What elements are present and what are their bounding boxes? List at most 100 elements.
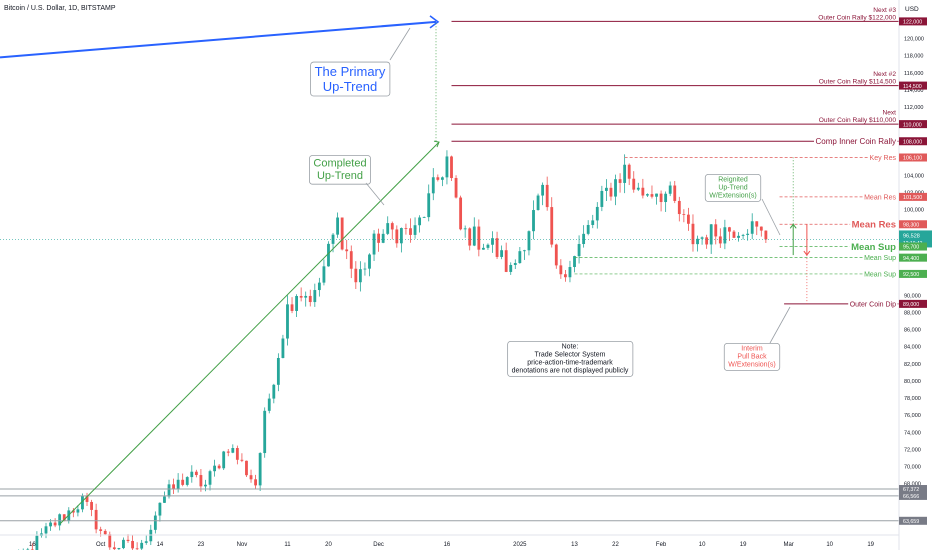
candle bbox=[454, 178, 458, 198]
candle bbox=[741, 234, 745, 236]
candle bbox=[677, 200, 681, 215]
level-badge-grey3 bbox=[899, 516, 927, 525]
price-tick-label: 116,000 bbox=[904, 71, 923, 77]
candle bbox=[263, 410, 267, 454]
candle bbox=[295, 296, 299, 311]
completed-trend-arrow-icon bbox=[433, 140, 440, 148]
level-badge-label-outerdip: 89,000 bbox=[903, 302, 919, 308]
chart-title: Bitcoin / U.S. Dollar, 1D, BITSTAMP bbox=[4, 5, 116, 12]
time-tick-label: 20 bbox=[325, 542, 332, 548]
candle bbox=[463, 228, 467, 230]
trend-layer bbox=[0, 15, 811, 525]
candle bbox=[377, 233, 381, 243]
candle bbox=[327, 243, 330, 267]
current-price-label: 96,528 bbox=[903, 233, 920, 239]
candle bbox=[349, 251, 353, 269]
completed-uptrend-callout-text: Completed Up-Trend bbox=[313, 158, 366, 183]
candle bbox=[522, 250, 526, 252]
primary-uptrend-callout-box bbox=[310, 61, 391, 97]
candle bbox=[49, 522, 52, 527]
candle bbox=[126, 539, 130, 541]
level-label-next3: Next #3 Outer Coin Rally $122,000 bbox=[818, 7, 896, 22]
candle bbox=[573, 256, 576, 268]
candle bbox=[345, 249, 349, 252]
candle bbox=[623, 164, 627, 183]
candle bbox=[272, 384, 276, 399]
candle bbox=[226, 451, 230, 453]
candle bbox=[240, 459, 244, 461]
interim-callout-tail bbox=[769, 306, 791, 344]
level-label-outerdip: Outer Coin Dip bbox=[850, 301, 896, 308]
price-tick-label: 68,000 bbox=[904, 482, 921, 488]
annotation-layer: Next #3 Outer Coin Rally $122,000 Next #2 O… bbox=[308, 7, 898, 377]
candle bbox=[536, 195, 540, 211]
price-tick-label: 118,000 bbox=[904, 54, 923, 60]
level-label-inner: Comp Inner Coin Rally bbox=[816, 137, 896, 146]
candle bbox=[759, 226, 763, 231]
candle bbox=[422, 217, 426, 218]
level-badge-keyres bbox=[899, 153, 927, 162]
candle bbox=[440, 177, 444, 180]
level-badge-label-meansup2: 94,400 bbox=[903, 256, 919, 262]
time-tick-label: 19 bbox=[867, 542, 874, 548]
candle bbox=[696, 238, 699, 245]
price-tick-label: 78,000 bbox=[904, 396, 921, 402]
reignited-callout-text: Reignited Up-Trend W/Extension(s) bbox=[709, 176, 756, 199]
candle bbox=[172, 484, 175, 489]
completed-uptrend-callout-tail bbox=[365, 182, 385, 206]
time-tick-label: 23 bbox=[198, 542, 205, 548]
candle bbox=[308, 295, 312, 303]
candle bbox=[723, 227, 727, 244]
candle bbox=[158, 502, 162, 516]
time-tick-label: Feb bbox=[656, 542, 667, 548]
candle bbox=[185, 477, 189, 485]
level-badge-label-meansup1: 95,700 bbox=[903, 245, 919, 251]
level-label-bg bbox=[849, 241, 898, 254]
candle bbox=[641, 187, 645, 196]
time-tick-label: Nov bbox=[237, 542, 248, 548]
candle bbox=[112, 547, 116, 550]
candle bbox=[755, 221, 759, 227]
level-badge-grey1 bbox=[899, 485, 927, 494]
candle bbox=[459, 197, 463, 230]
candle bbox=[317, 282, 321, 291]
level-label-meansup1: Mean Sup bbox=[851, 242, 896, 253]
candle bbox=[176, 479, 180, 489]
note-callout-box bbox=[507, 340, 634, 377]
candle bbox=[646, 194, 649, 196]
candle bbox=[472, 226, 476, 246]
candle bbox=[281, 338, 285, 358]
level-badge-label-inner: 108,000 bbox=[903, 139, 922, 145]
candle bbox=[286, 304, 289, 339]
level-label-bg bbox=[850, 219, 898, 232]
level-label-keyres: Key Res bbox=[870, 155, 897, 162]
price-axis[interactable]: 68,000 70,000 72,000 74,000 76,000 78,000 80,0… bbox=[898, 0, 932, 550]
candle bbox=[427, 193, 431, 218]
candle bbox=[636, 187, 640, 190]
interim-callout-box bbox=[723, 342, 781, 371]
price-tick-label: 80,000 bbox=[904, 379, 921, 385]
level-badge-meansup3 bbox=[899, 269, 927, 278]
time-tick-label: 22 bbox=[612, 542, 619, 548]
time-axis[interactable]: 16 Oct 14 23 Nov 11 20 Dec 16 2025 13 22 Feb 10 19 Mar 1… bbox=[0, 534, 899, 548]
level-label-bg bbox=[814, 136, 898, 147]
reignited-callout-tail bbox=[761, 198, 781, 236]
candle bbox=[700, 237, 704, 239]
candle bbox=[194, 471, 198, 476]
candle bbox=[673, 185, 677, 201]
price-tick-label: 86,000 bbox=[904, 328, 921, 334]
levels-layer bbox=[0, 20, 899, 522]
time-tick-label: 10 bbox=[699, 542, 706, 548]
candle bbox=[627, 164, 631, 179]
candle bbox=[532, 210, 535, 232]
candle bbox=[586, 224, 590, 234]
candle bbox=[445, 156, 449, 178]
candle bbox=[732, 231, 736, 238]
candle bbox=[290, 304, 294, 311]
level-badge-meansup2 bbox=[899, 253, 927, 262]
candle bbox=[167, 484, 171, 497]
reignited-callout: Reignited Up-Trend W/Extension(s) bbox=[704, 173, 781, 236]
candle bbox=[213, 465, 216, 472]
